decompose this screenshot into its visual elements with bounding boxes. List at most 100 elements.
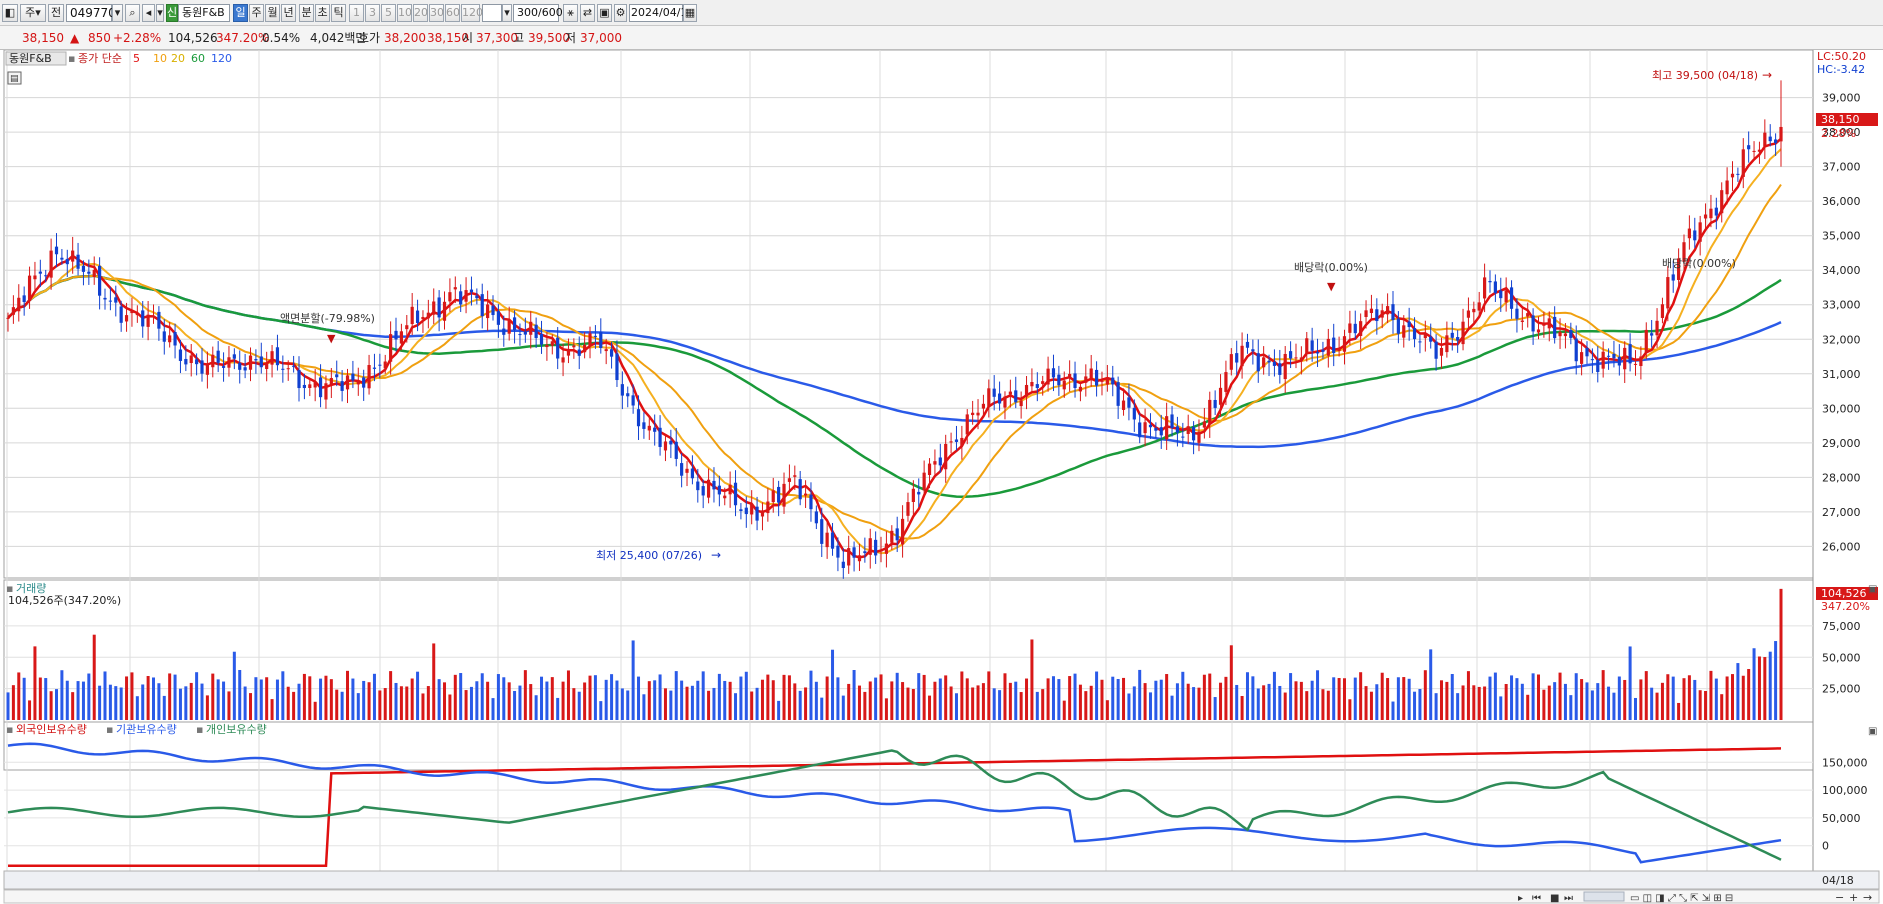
candle (1779, 80, 1783, 167)
horizontal-scrollbar[interactable] (3, 889, 1880, 904)
candle (583, 332, 587, 359)
minute-60-button[interactable]: 60 (445, 4, 460, 22)
candle (372, 353, 377, 382)
zoom-in-icon[interactable]: + (1849, 891, 1858, 904)
scroll-last-icon[interactable]: ⏭ (1564, 893, 1573, 904)
scroll-stop-icon[interactable]: ■ (1550, 893, 1559, 904)
tool-icons[interactable]: ▭ ◫ ◨ ⤢ ⤡ ⇱ ⇲ ⊞ ⊟ (1630, 893, 1733, 904)
volume-bar (324, 675, 328, 720)
code-dropdown-icon[interactable]: ▾ (112, 4, 123, 22)
candle (1412, 317, 1417, 348)
candle (308, 378, 312, 397)
period-year-tab[interactable]: 년 (281, 4, 296, 22)
volume-bar (437, 679, 441, 720)
candle (292, 355, 296, 373)
candle (1407, 307, 1411, 341)
stock-code-input[interactable]: 049770 (66, 4, 116, 22)
candle (712, 467, 716, 503)
volume-bar (814, 681, 818, 720)
mode-select[interactable]: 주▾ (20, 4, 46, 22)
candle (1278, 349, 1282, 384)
volume-bar (1035, 691, 1039, 720)
calendar-icon[interactable]: ▦ (683, 4, 697, 22)
period-day-tab[interactable]: 일 (233, 4, 248, 22)
period-minute-tab[interactable]: 분 (299, 4, 314, 22)
candle (663, 434, 668, 462)
candle (620, 371, 624, 410)
speaker-icon[interactable]: ◂ (142, 4, 155, 22)
scroll-first-icon[interactable]: ⏮ (1532, 893, 1541, 904)
volume-bar (566, 670, 570, 720)
speaker-dropdown-icon[interactable]: ▾ (156, 4, 164, 22)
volume-bar (416, 671, 420, 720)
volume-bar (965, 678, 969, 720)
compare-icon[interactable]: ⇄ (580, 4, 595, 22)
candle (448, 278, 452, 312)
stock-chart[interactable]: 39,000 38,000 37,000 36,000 35,000 34,000 33,0… (0, 50, 1883, 904)
stock-name-field[interactable]: 동원F&B (178, 4, 230, 22)
minute-5-button[interactable]: 5 (381, 4, 396, 22)
candle (566, 338, 571, 364)
window-menu-icon[interactable]: ◧ (2, 4, 18, 22)
volume-bar (486, 681, 490, 720)
date-input[interactable]: 2024/04/18 (629, 4, 694, 22)
volume-bar (1046, 678, 1050, 720)
candle (313, 368, 317, 402)
volume-bar (1472, 685, 1476, 720)
bid-price: 38,150 (427, 31, 469, 45)
scroll-prev-icon[interactable]: ▸ (1518, 893, 1523, 904)
period-week-tab[interactable]: 주 (249, 4, 264, 22)
candle (442, 291, 447, 330)
candle (367, 354, 371, 395)
interval-dropdown-icon[interactable]: ▾ (502, 4, 512, 22)
price-panel-title-box[interactable] (5, 51, 67, 66)
minute-10-button[interactable]: 10 (397, 4, 412, 22)
zoom-out-icon[interactable]: − (1835, 891, 1844, 904)
settings-gear-icon[interactable]: ⚙ (614, 4, 627, 22)
scroll-thumb[interactable] (1583, 891, 1625, 902)
candle (1768, 124, 1772, 147)
search-icon[interactable]: ⌕ (125, 4, 140, 22)
minute-20-button[interactable]: 20 (413, 4, 428, 22)
candle (1299, 346, 1303, 375)
volume-bar (1757, 656, 1761, 720)
period-second-tab[interactable]: 초 (315, 4, 330, 22)
minute-3-button[interactable]: 3 (365, 4, 380, 22)
candle (820, 507, 824, 558)
candle (54, 233, 59, 268)
indicator-icon[interactable]: ⚹ (563, 4, 578, 22)
minute-30-button[interactable]: 30 (429, 4, 444, 22)
panel-options-icon[interactable] (7, 71, 22, 85)
candle (1008, 379, 1012, 408)
volume-bar (1596, 683, 1600, 720)
minute-120-button[interactable]: 120 (461, 4, 483, 22)
zoom-reset-icon[interactable]: → (1863, 891, 1872, 904)
volume-bar (728, 681, 732, 720)
candle (189, 344, 193, 377)
lower-panels-frame (3, 579, 1814, 771)
volume-bar (825, 676, 829, 720)
minute-1-button[interactable]: 1 (349, 4, 364, 22)
dividend-annotation-2: 배당락(0.00%) (1662, 257, 1736, 270)
candle (615, 340, 619, 387)
candle (1272, 349, 1277, 377)
period-tick-tab[interactable]: 틱 (331, 4, 346, 22)
period-month-tab[interactable]: 월 (265, 4, 280, 22)
volume-bar (1078, 684, 1082, 720)
volume-bar (459, 673, 463, 720)
volume-bar (620, 688, 624, 720)
volume-bar (1224, 676, 1228, 720)
custom-interval-input[interactable] (482, 4, 502, 22)
volume-panel-close-icon[interactable]: ▣ (1868, 584, 1877, 595)
volume-bar (1240, 696, 1244, 720)
volume-bar (852, 670, 856, 720)
volume-bar (1423, 670, 1427, 720)
candle (1585, 341, 1589, 364)
holding-panel-close-icon[interactable]: ▣ (1868, 726, 1877, 737)
volume-bar (286, 686, 290, 720)
data-count-input[interactable]: 300/600 (513, 4, 563, 22)
prev-button[interactable]: 전 (48, 4, 64, 22)
save-icon[interactable]: ▣ (597, 4, 612, 22)
candle (1666, 266, 1670, 322)
candle (911, 480, 915, 515)
